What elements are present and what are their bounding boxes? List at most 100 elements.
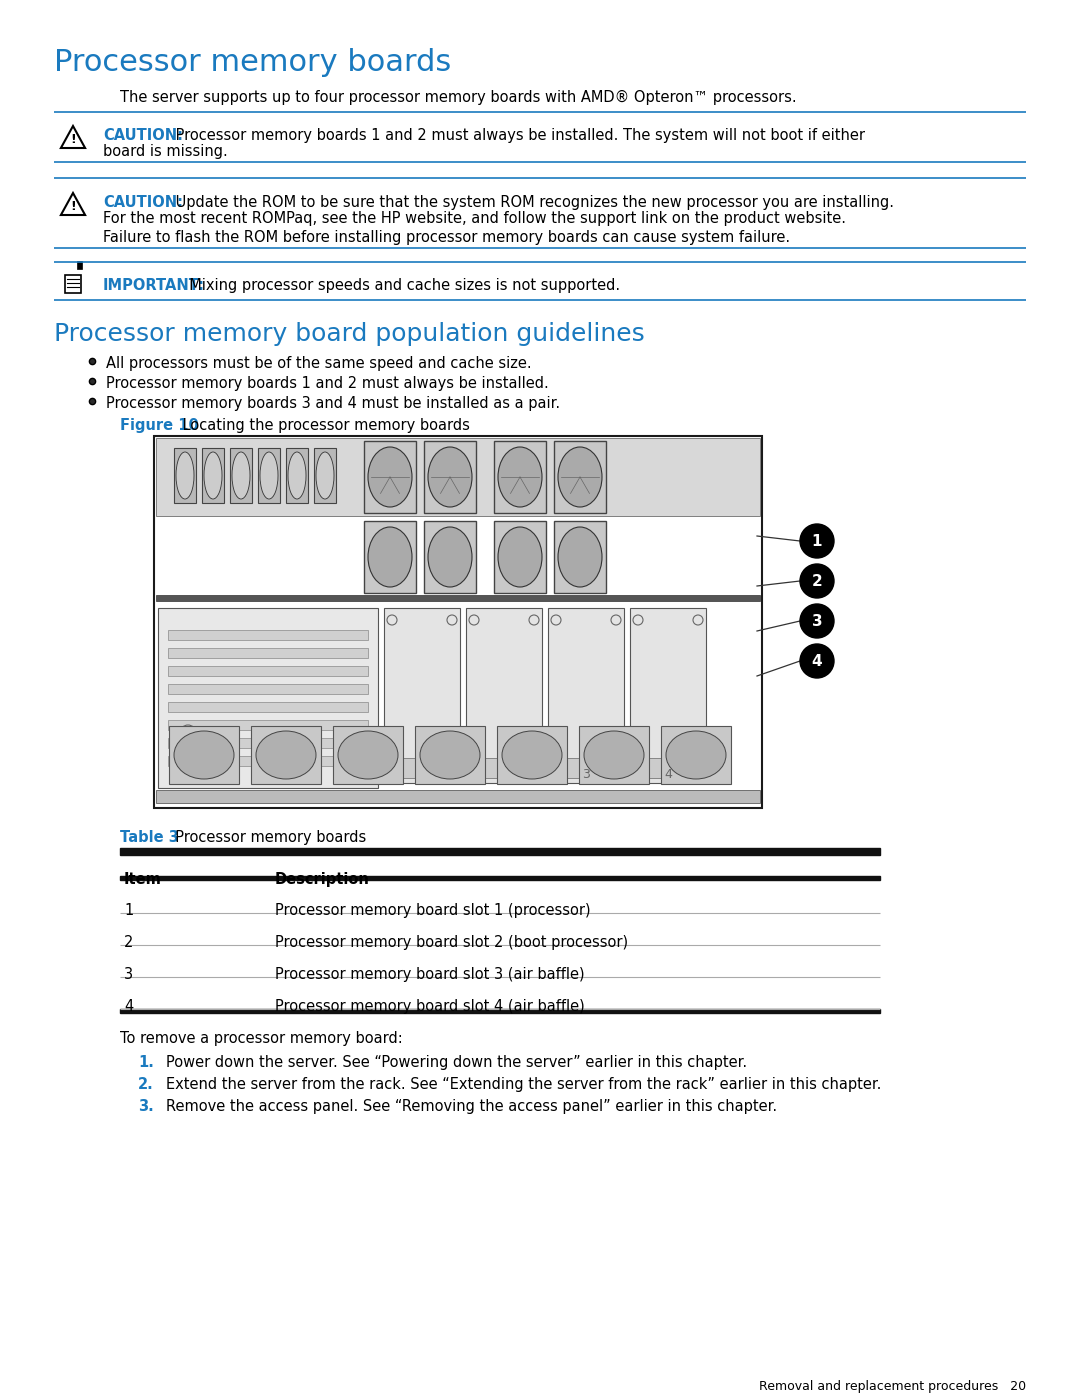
Ellipse shape (338, 731, 399, 780)
Text: Removal and replacement procedures   20: Removal and replacement procedures 20 (759, 1380, 1026, 1393)
Bar (661, 726, 731, 784)
Bar (156, 789, 760, 803)
Text: All processors must be of the same speed and cache size.: All processors must be of the same speed… (106, 356, 531, 372)
Text: 4: 4 (812, 654, 822, 669)
Bar (389, 759, 455, 778)
Text: Power down the server. See “Powering down the server” earlier in this chapter.: Power down the server. See “Powering dow… (166, 1055, 747, 1070)
Bar (258, 448, 280, 503)
Bar (120, 1009, 880, 1013)
Text: Description: Description (275, 872, 369, 887)
Ellipse shape (204, 453, 222, 499)
Text: Processor memory board slot 3 (air baffle): Processor memory board slot 3 (air baffl… (275, 967, 584, 982)
Bar (384, 608, 460, 782)
Text: Processor memory boards 1 and 2 must always be installed.: Processor memory boards 1 and 2 must alw… (106, 376, 549, 391)
Text: Processor memory board slot 4 (air baffle): Processor memory board slot 4 (air baffl… (275, 999, 584, 1014)
Bar (554, 521, 606, 592)
Text: Processor memory boards: Processor memory boards (54, 47, 451, 77)
Bar (168, 726, 239, 784)
Text: 3: 3 (812, 613, 822, 629)
Text: !: ! (70, 133, 76, 145)
Bar (168, 648, 368, 658)
Bar (548, 608, 624, 782)
Text: 2.: 2. (138, 1077, 153, 1092)
Text: To remove a processor memory board:: To remove a processor memory board: (120, 1031, 403, 1046)
Bar (497, 726, 567, 784)
Circle shape (800, 564, 834, 598)
Bar (415, 726, 485, 784)
Bar (168, 666, 368, 676)
Text: Processor memory boards: Processor memory boards (166, 830, 366, 845)
Text: 4: 4 (124, 999, 133, 1014)
Bar (471, 759, 537, 778)
Bar (553, 759, 619, 778)
Bar (424, 441, 476, 513)
Text: Mixing processor speeds and cache sizes is not supported.: Mixing processor speeds and cache sizes … (180, 278, 620, 293)
Ellipse shape (316, 453, 334, 499)
Bar (168, 719, 368, 731)
Bar (364, 441, 416, 513)
Ellipse shape (174, 731, 234, 780)
Text: CAUTION:: CAUTION: (103, 196, 183, 210)
Ellipse shape (498, 447, 542, 507)
Ellipse shape (584, 731, 644, 780)
Text: Processor memory boards 3 and 4 must be installed as a pair.: Processor memory boards 3 and 4 must be … (106, 395, 561, 411)
Text: Remove the access panel. See “Removing the access panel” earlier in this chapter: Remove the access panel. See “Removing t… (166, 1099, 778, 1113)
Text: Locating the processor memory boards: Locating the processor memory boards (178, 418, 470, 433)
Bar (424, 521, 476, 592)
Bar (168, 703, 368, 712)
Text: 1: 1 (124, 902, 133, 918)
Bar (251, 726, 321, 784)
Bar (120, 876, 880, 880)
Bar (635, 759, 701, 778)
Bar (202, 448, 224, 503)
Bar (286, 448, 308, 503)
Bar (314, 448, 336, 503)
Text: Item: Item (124, 872, 162, 887)
Ellipse shape (428, 527, 472, 587)
Text: CAUTION:: CAUTION: (103, 129, 183, 142)
Ellipse shape (558, 447, 602, 507)
Bar (168, 756, 368, 766)
Bar (168, 685, 368, 694)
Bar (494, 441, 546, 513)
Text: Extend the server from the rack. See “Extending the server from the rack” earlie: Extend the server from the rack. See “Ex… (166, 1077, 881, 1092)
Ellipse shape (368, 527, 411, 587)
Text: 3: 3 (582, 768, 590, 781)
Ellipse shape (256, 731, 316, 780)
Bar (465, 608, 542, 782)
Ellipse shape (368, 447, 411, 507)
Text: Table 3: Table 3 (120, 830, 179, 845)
Bar (168, 738, 368, 747)
Bar (364, 521, 416, 592)
Text: Processor memory board slot 2 (boot processor): Processor memory board slot 2 (boot proc… (275, 935, 629, 950)
Ellipse shape (260, 453, 278, 499)
Bar (579, 726, 649, 784)
Text: 1.: 1. (138, 1055, 153, 1070)
Bar (230, 448, 252, 503)
Text: 2: 2 (124, 935, 133, 950)
Bar (156, 595, 760, 601)
Circle shape (800, 524, 834, 557)
Text: Figure 10: Figure 10 (120, 418, 199, 433)
Text: Failure to flash the ROM before installing processor memory boards can cause sys: Failure to flash the ROM before installi… (103, 231, 791, 244)
Ellipse shape (558, 527, 602, 587)
Text: The server supports up to four processor memory boards with AMD® Opteron™ proces: The server supports up to four processor… (120, 89, 797, 105)
Text: Processor memory boards 1 and 2 must always be installed. The system will not bo: Processor memory boards 1 and 2 must alw… (171, 129, 865, 142)
Ellipse shape (502, 731, 562, 780)
Text: 3: 3 (124, 967, 133, 982)
Text: 4: 4 (664, 768, 672, 781)
Ellipse shape (420, 731, 480, 780)
Bar (77, 261, 82, 270)
Text: Update the ROM to be sure that the system ROM recognizes the new processor you a: Update the ROM to be sure that the syste… (171, 196, 894, 210)
Bar (156, 439, 760, 515)
Ellipse shape (288, 453, 306, 499)
Ellipse shape (176, 453, 194, 499)
Text: !: ! (70, 200, 76, 212)
Text: 1: 1 (812, 534, 822, 549)
Ellipse shape (232, 453, 249, 499)
Ellipse shape (498, 527, 542, 587)
Bar (494, 521, 546, 592)
Text: 2: 2 (812, 574, 822, 588)
Text: Processor memory board population guidelines: Processor memory board population guidel… (54, 321, 645, 346)
Bar (168, 630, 368, 640)
